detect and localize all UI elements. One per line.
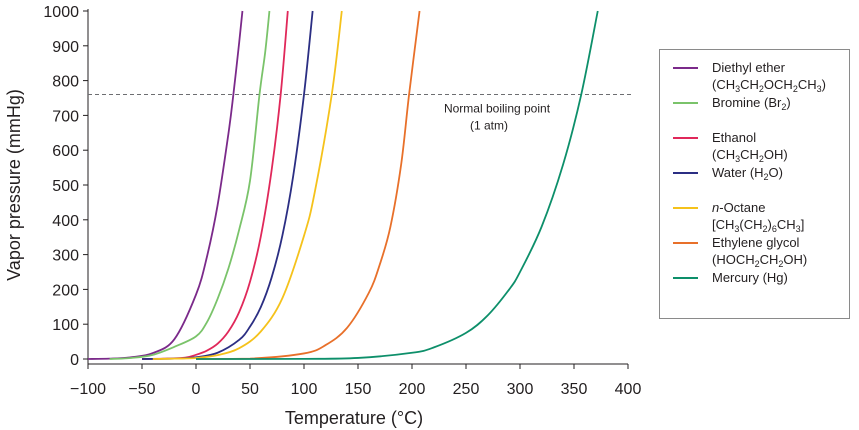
y-tick-label: 800 [52, 74, 79, 91]
x-tick-label: −50 [128, 381, 155, 398]
legend-label-n-octane: n-Octane [712, 200, 765, 215]
x-tick-label: 400 [615, 381, 642, 398]
series-line-ethylene-glycol [195, 10, 421, 360]
series-line-mercury [195, 10, 599, 360]
series-line-n-octane [152, 10, 343, 360]
y-tick-label: 900 [52, 39, 79, 56]
x-tick-label: 100 [291, 381, 318, 398]
legend-label-diethyl-ether: Diethyl ether [712, 60, 786, 75]
y-tick-label: 500 [52, 178, 79, 195]
y-tick-label: 0 [70, 352, 79, 369]
legend-box [659, 49, 850, 319]
y-tick-label: 400 [52, 213, 79, 230]
legend-formula-diethyl-ether: (CH3CH2OCH2CH3) [712, 77, 826, 94]
reference-line-group: Normal boiling point (1 atm) [88, 94, 632, 133]
legend-formula-ethanol: (CH3CH2OH) [712, 147, 788, 164]
series-line-bromine [109, 10, 271, 360]
x-tick-label: 150 [345, 381, 372, 398]
legend: Diethyl ether (CH3CH2OCH2CH3)Bromine (Br2… [659, 49, 850, 319]
legend-label-ethanol: Ethanol [712, 130, 756, 145]
x-tick-label: 300 [507, 381, 534, 398]
x-axis-title: Temperature (°C) [285, 408, 423, 428]
series-lines [87, 10, 599, 360]
legend-label-mercury: Mercury (Hg) [712, 270, 788, 285]
x-tick-label: 0 [192, 381, 201, 398]
legend-label-water: Water (H2O) [712, 165, 783, 182]
legend-label-ethylene-glycol: Ethylene glycol [712, 235, 800, 250]
y-tick-label: 300 [52, 248, 79, 265]
series-line-diethyl-ether [87, 10, 244, 360]
y-tick-label: 200 [52, 282, 79, 299]
reference-line-sublabel: (1 atm) [470, 119, 508, 133]
x-tick-label: 350 [561, 381, 588, 398]
legend-label-bromine: Bromine (Br2) [712, 95, 791, 112]
y-tick-label: 100 [52, 317, 79, 334]
y-axis-title: Vapor pressure (mmHg) [4, 89, 24, 281]
series-line-water [141, 10, 314, 360]
legend-formula-n-octane: [CH3(CH2)6CH3] [712, 217, 804, 234]
y-tick-label: 600 [52, 143, 79, 160]
x-tick-label: 200 [399, 381, 426, 398]
x-tick-label: 50 [241, 381, 259, 398]
x-tick-label: 250 [453, 381, 480, 398]
reference-line-label: Normal boiling point [444, 102, 551, 116]
legend-formula-ethylene-glycol: (HOCH2CH2OH) [712, 252, 807, 269]
axes: 0 100 200 300 400 500 600 700 800 900 1000 −100 −50 0… [4, 4, 641, 428]
y-tick-label: 1000 [43, 4, 79, 21]
y-tick-label: 700 [52, 108, 79, 125]
x-tick-label: −100 [70, 381, 106, 398]
